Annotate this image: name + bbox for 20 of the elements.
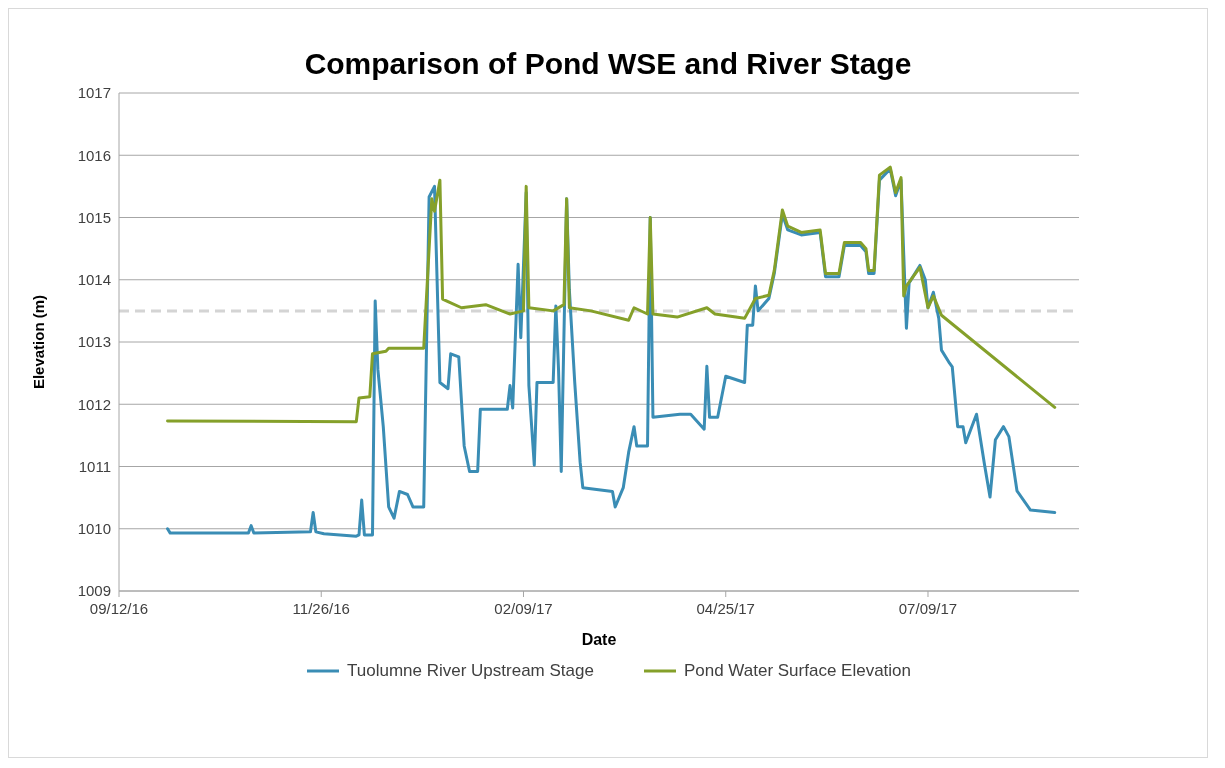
- y-tick-label: 1015: [77, 208, 111, 226]
- legend-label: Tuolumne River Upstream Stage: [346, 661, 594, 681]
- legend-label: Pond Water Surface Elevation: [683, 661, 912, 681]
- y-tick-label: 1014: [77, 271, 111, 289]
- line-series: [166, 165, 1057, 424]
- y-axis-title: Elevation (m): [30, 294, 48, 390]
- x-tick-label: 11/26/16: [292, 599, 350, 617]
- x-axis-title: Date: [581, 631, 617, 648]
- y-tick-label: 1012: [77, 395, 111, 413]
- x-tick-label: 09/12/16: [89, 599, 149, 617]
- y-tick-label: 1013: [77, 333, 111, 351]
- y-tick-label: 1009: [77, 582, 111, 600]
- x-tick-label: 04/25/17: [696, 599, 755, 617]
- y-tick-label: 1017: [77, 84, 111, 102]
- y-tick-label: 1011: [78, 457, 111, 475]
- y-tick-label: 1010: [77, 520, 111, 538]
- x-tick-label: 02/09/17: [494, 599, 553, 617]
- chart-title: Comparison of Pond WSE and River Stage: [303, 47, 913, 81]
- y-tick-label: 1016: [77, 146, 111, 164]
- x-tick-label: 07/09/17: [898, 599, 958, 617]
